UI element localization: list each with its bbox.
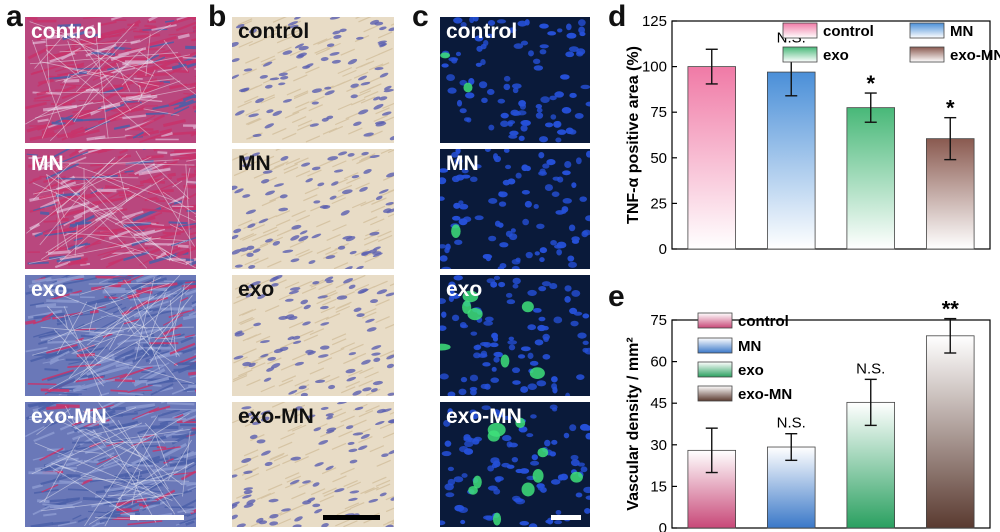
masson-tile-exo-mn: exo-MN — [25, 402, 196, 527]
legend-swatch-exo — [782, 46, 818, 63]
tile-label: exo-MN — [446, 405, 522, 428]
y-tick-label: 75 — [650, 312, 667, 329]
legend-label-exo: exo — [738, 362, 764, 379]
legend-swatch-MN — [909, 22, 945, 39]
scale-bar — [551, 515, 581, 520]
legend-label-MN: MN — [738, 338, 761, 355]
plot-frame — [671, 20, 991, 250]
chart-e-vascular-density: 0 15 30 45 60 75 Vascular density / mm² N.S. N.S… — [625, 297, 991, 532]
masson-tile-control: control — [25, 17, 196, 143]
significance-label: ** — [942, 297, 960, 322]
y-tick-label: 0 — [659, 241, 667, 258]
legend-swatch-exo — [697, 361, 733, 378]
scale-bar — [130, 515, 184, 520]
legend-swatch-exo-MN — [909, 46, 945, 63]
panel-label-e: e — [608, 280, 625, 313]
tile-label: control — [238, 20, 310, 43]
ihc-tile-control: control — [232, 17, 394, 143]
tile-label: exo — [446, 278, 483, 301]
masson-image — [25, 17, 196, 143]
bar-control — [687, 66, 737, 250]
legend-label-exo: exo — [823, 47, 849, 64]
plot-frame — [671, 319, 991, 529]
legend-label-exo-MN: exo-MN — [950, 47, 1000, 64]
tile-label: exo-MN — [238, 405, 314, 428]
legend-swatch-exo-MN — [697, 385, 733, 402]
ihc-image — [232, 402, 394, 527]
fluor-tile-control: control — [440, 17, 590, 143]
significance-label: * — [866, 71, 875, 96]
masson-image — [25, 402, 196, 527]
tile-label: exo — [31, 278, 68, 301]
tile-label: control — [446, 20, 518, 43]
significance-label: N.S. — [777, 415, 806, 432]
y-tick-label: 125 — [642, 13, 667, 30]
tile-label: MN — [238, 152, 271, 175]
legend-label-control: control — [738, 313, 789, 330]
tile-label: MN — [31, 152, 64, 175]
y-tick-label: 25 — [650, 195, 667, 212]
bar-MN — [766, 71, 816, 250]
bar-exo — [846, 107, 895, 250]
panel-label-c: c — [412, 0, 429, 33]
fluor-tile-exo-mn: exo-MN — [440, 402, 590, 527]
tile-label: MN — [446, 152, 479, 175]
scale-bar — [323, 515, 380, 520]
legend: control MN exo exo-MN — [782, 22, 1000, 64]
legend-swatch-control — [782, 22, 818, 39]
significance-label: N.S. — [856, 360, 885, 377]
y-tick-label: 0 — [659, 520, 667, 532]
ihc-image — [232, 149, 394, 269]
bar-exo-MN — [925, 335, 975, 529]
fluor-tile-exo: exo — [440, 275, 590, 396]
legend-swatch-MN — [697, 337, 733, 354]
y-axis-label: TNF-α positive area (%) — [625, 46, 642, 224]
y-tick-label: 50 — [650, 150, 667, 167]
tile-label: exo — [238, 278, 275, 301]
y-tick-label: 45 — [650, 395, 667, 412]
fluorescence-image — [440, 17, 590, 143]
ihc-image — [232, 275, 394, 396]
ihc-tile-mn: MN — [232, 149, 394, 269]
legend-label-control: control — [823, 23, 874, 40]
fluorescence-image — [440, 149, 590, 269]
y-tick-label: 30 — [650, 437, 667, 454]
tile-label: exo-MN — [31, 405, 107, 428]
masson-tile-mn: MN — [25, 149, 196, 269]
panel-label-a: a — [6, 0, 23, 33]
masson-image — [25, 275, 196, 396]
tile-label: control — [31, 20, 103, 43]
masson-image — [25, 149, 196, 269]
y-axis-label: Vascular density / mm² — [625, 337, 642, 510]
legend-swatch-control — [697, 312, 733, 329]
y-tick-label: 100 — [642, 59, 667, 76]
legend-label-MN: MN — [950, 23, 973, 40]
y-tick-label: 15 — [650, 478, 667, 495]
fluorescence-image — [440, 275, 590, 396]
panel-label-d: d — [608, 0, 627, 33]
fluorescence-image — [440, 402, 590, 527]
ihc-image — [232, 17, 394, 143]
axes: 0 15 30 45 60 75 Vascular density / mm² — [625, 312, 991, 532]
legend: control MN exo exo-MN — [697, 312, 792, 403]
panel-label-b: b — [208, 0, 227, 33]
bar-exo — [846, 401, 895, 529]
legend-label-exo-MN: exo-MN — [738, 386, 792, 403]
ihc-tile-exo-mn: exo-MN — [232, 402, 394, 527]
ihc-tile-exo: exo — [232, 275, 394, 396]
y-tick-label: 75 — [650, 104, 667, 121]
y-tick-label: 60 — [650, 354, 667, 371]
fluor-tile-mn: MN — [440, 149, 590, 269]
masson-tile-exo: exo — [25, 275, 196, 396]
significance-label: * — [946, 96, 955, 121]
